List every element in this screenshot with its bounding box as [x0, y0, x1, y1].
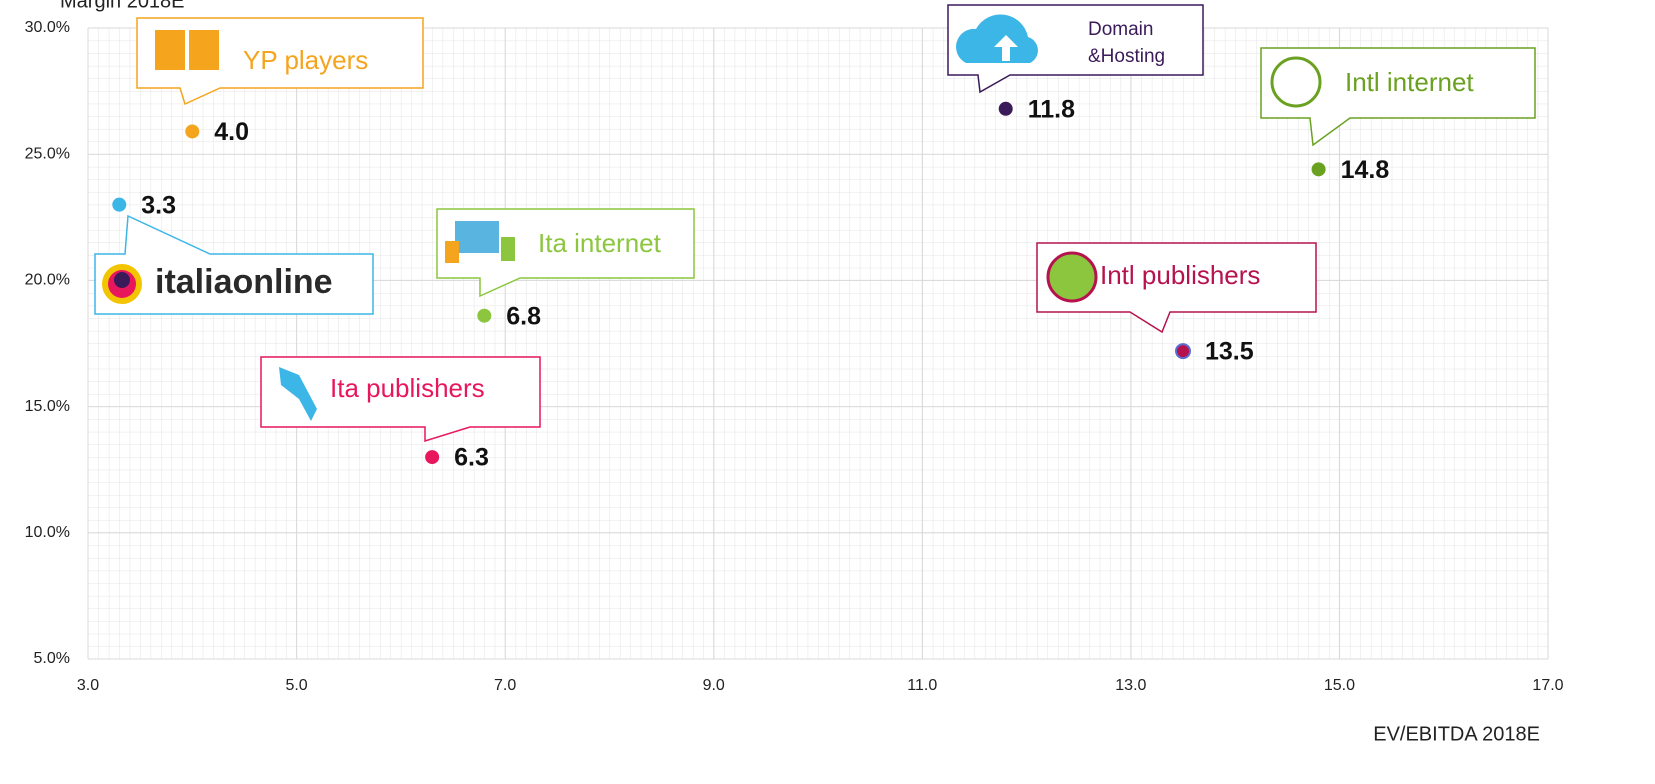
y-tick-label: 5.0%	[34, 650, 70, 667]
y-axis-title: Margin 2018E	[60, 0, 185, 12]
y-tick-label: 30.0%	[25, 19, 70, 36]
x-tick-label: 7.0	[494, 677, 516, 694]
data-label: 4.0	[214, 118, 249, 146]
point	[998, 101, 1013, 116]
y-tick-label: 20.0%	[25, 272, 70, 289]
icon	[501, 237, 515, 261]
label-line: &Hosting	[1088, 46, 1165, 67]
icon	[455, 221, 499, 253]
callout: Domain &Hosting	[947, 4, 1204, 94]
x-tick-label: 15.0	[1324, 677, 1355, 694]
y-tick-label: 10.0%	[25, 524, 70, 541]
series-label: italiaonline	[155, 263, 333, 301]
icon	[994, 35, 1018, 61]
icon	[445, 241, 459, 263]
data-label: 3.3	[141, 191, 176, 219]
x-tick-label: 11.0	[907, 677, 937, 694]
label-line: Domain	[1088, 19, 1153, 40]
point	[1311, 162, 1326, 177]
icon	[956, 14, 1038, 63]
x-tick-label: 17.0	[1532, 677, 1563, 694]
series-label: YP players	[243, 45, 368, 75]
series-label: Domain &Hosting	[1088, 19, 1165, 67]
callout-box	[94, 214, 374, 315]
data-label: 14.8	[1341, 156, 1390, 184]
data-label: 6.3	[454, 444, 489, 472]
icon	[279, 367, 317, 421]
callout: YP players	[136, 17, 424, 106]
icon	[1270, 56, 1322, 108]
callout: Ita publishers	[260, 356, 541, 443]
icon	[155, 30, 185, 70]
x-tick-label: 3.0	[77, 677, 99, 694]
series-label: Ita internet	[538, 228, 662, 258]
icon	[189, 30, 219, 70]
icon	[114, 272, 130, 288]
x-tick-label: 13.0	[1115, 677, 1146, 694]
minor-grid	[88, 28, 1548, 659]
callout-box	[1036, 242, 1317, 334]
callout-box	[436, 208, 695, 298]
x-axis-title: EV/EBITDA 2018E	[1373, 723, 1540, 745]
y-tick-label: 25.0%	[25, 145, 70, 162]
point	[185, 124, 200, 139]
callout: Intl internet	[1260, 47, 1536, 147]
callout-box	[260, 356, 541, 443]
y-tick-label: 15.0%	[25, 398, 70, 415]
icon	[1046, 251, 1098, 303]
series-label: Ita publishers	[330, 373, 485, 403]
callout-box	[1260, 47, 1536, 147]
series-label: Intl internet	[1345, 67, 1474, 97]
point	[1175, 343, 1191, 360]
x-tick-label: 5.0	[285, 677, 307, 694]
data-label: 11.8	[1028, 95, 1075, 123]
callout: italiaonline	[94, 214, 374, 315]
point	[425, 450, 440, 465]
point	[477, 308, 492, 323]
series-label: Intl publishers	[1100, 260, 1260, 290]
x-tick-label: 9.0	[703, 677, 725, 694]
callout: Ita internet	[436, 208, 695, 298]
data-label: 13.5	[1205, 338, 1254, 366]
data-label: 6.8	[506, 302, 541, 330]
callout: Intl publishers	[1036, 242, 1317, 334]
point	[112, 197, 127, 212]
